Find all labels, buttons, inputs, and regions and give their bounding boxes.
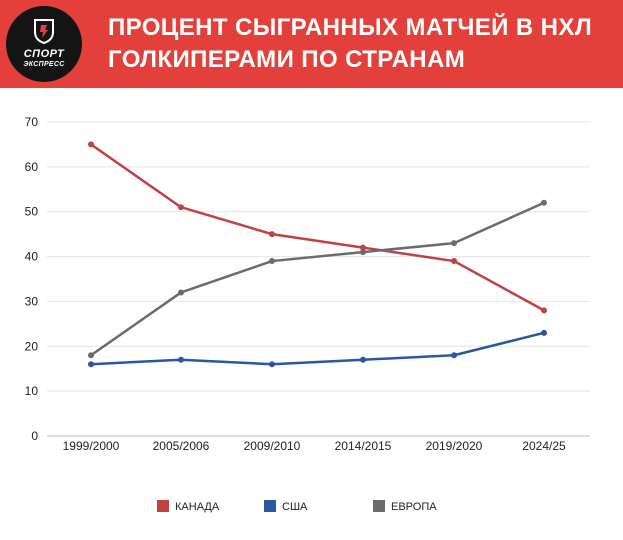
data-point [269, 258, 275, 265]
y-tick-label: 10 [25, 384, 39, 398]
data-point [360, 249, 366, 256]
y-tick-label: 60 [25, 160, 39, 174]
x-tick-label: 2005/2006 [153, 439, 210, 453]
legend-label: ЕВРОПА [391, 501, 437, 513]
legend-swatch [264, 500, 276, 512]
x-tick-label: 1999/2000 [63, 439, 120, 453]
legend-label: США [282, 501, 308, 513]
data-point [360, 244, 366, 251]
y-tick-label: 40 [25, 250, 39, 264]
line-chart: 0 10 20 30 40 50 60 70 1999/2000 2005/2006 2009/20… [25, 115, 590, 513]
shield-icon [34, 19, 54, 44]
data-point [451, 240, 457, 247]
series-line [90, 201, 545, 357]
data-point [541, 199, 547, 206]
series-line [90, 331, 545, 366]
data-point [88, 361, 94, 368]
logo-text-sport: СПОРТ [23, 48, 65, 60]
data-point [451, 352, 457, 359]
y-tick-label: 20 [25, 339, 39, 353]
legend-label: КАНАДА [175, 501, 220, 513]
data-point [178, 204, 184, 211]
x-tick-label: 2014/2015 [335, 439, 392, 453]
x-tick-label: 2024/25 [522, 439, 566, 453]
series-line [90, 143, 545, 312]
data-point [178, 289, 184, 296]
page-title-line-2: ГОЛКИПЕРАМИ ПО СТРАНАМ [108, 46, 466, 73]
x-tick-label: 2019/2020 [426, 439, 483, 453]
logo-text-express: ЭКСПРЕСС [23, 61, 65, 68]
y-tick-label: 50 [25, 205, 39, 219]
header-banner: СПОРТ ЭКСПРЕСС ПРОЦЕНТ СЫГРАННЫХ МАТЧЕЙ … [0, 0, 623, 88]
y-tick-label: 30 [25, 294, 39, 308]
data-point [178, 356, 184, 363]
y-tick-label: 0 [31, 429, 38, 443]
data-point [541, 307, 547, 314]
legend-swatch [157, 500, 169, 512]
data-point [360, 356, 366, 363]
data-point [88, 141, 94, 148]
data-point [269, 231, 275, 238]
logo-badge: СПОРТ ЭКСПРЕСС [6, 6, 82, 82]
logo: СПОРТ ЭКСПРЕСС [0, 0, 88, 88]
page-title-line-1: ПРОЦЕНТ СЫГРАННЫХ МАТЧЕЙ В НХЛ [108, 14, 593, 41]
x-tick-label: 2009/2010 [244, 439, 301, 453]
data-point [451, 258, 457, 265]
y-tick-label: 70 [25, 115, 39, 129]
data-point [269, 361, 275, 368]
data-point [541, 329, 547, 336]
data-point [88, 352, 94, 359]
legend-swatch [373, 500, 385, 512]
